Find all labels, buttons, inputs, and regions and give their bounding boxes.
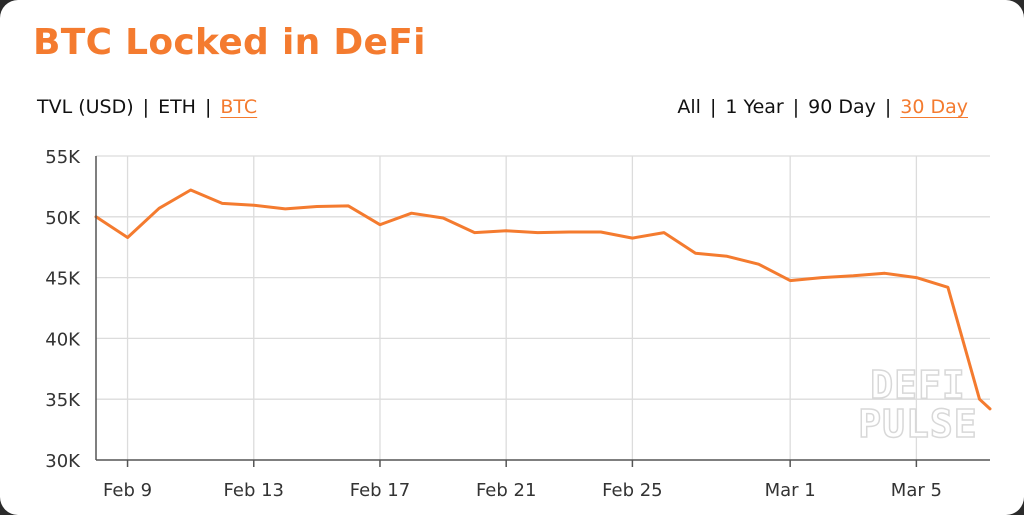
metric-toggle: TVL (USD) | ETH | BTC <box>37 96 257 118</box>
y-tick-label: 45K <box>45 269 81 290</box>
watermark: DEFI PULSE <box>858 362 978 447</box>
page-title: BTC Locked in DeFi <box>33 22 426 63</box>
y-tick-label: 35K <box>45 390 81 411</box>
watermark-line-2: PULSE <box>858 402 977 446</box>
range-toggle: All | 1 Year | 90 Day | 30 Day <box>677 96 968 118</box>
x-tick-label: Feb 17 <box>350 480 411 501</box>
x-tick-label: Feb 21 <box>476 480 537 501</box>
y-tick-label: 55K <box>45 147 81 168</box>
toggle-btc[interactable]: BTC <box>220 96 258 118</box>
x-tick-label: Feb 9 <box>103 480 152 501</box>
y-tick-label: 40K <box>45 329 81 350</box>
watermark-line-1: DEFI <box>870 363 966 407</box>
y-tick-label: 30K <box>45 451 81 472</box>
x-tick-label: Mar 5 <box>891 480 942 501</box>
range-90-day[interactable]: 90 Day <box>808 96 876 118</box>
x-tick-label: Feb 25 <box>602 480 663 501</box>
axis-layer: 30K 35K 40K 45K 50K 55K Feb 9 Feb 13 Feb 17 Feb 2… <box>45 147 990 501</box>
range-30-day[interactable]: 30 Day <box>900 96 968 118</box>
range-all[interactable]: All <box>677 96 701 118</box>
x-tick-label: Feb 13 <box>224 480 285 501</box>
series-layer <box>94 188 992 411</box>
separator: | <box>884 96 892 118</box>
y-tick-label: 50K <box>45 208 81 229</box>
grid-layer <box>96 155 990 460</box>
toggle-tvl-usd[interactable]: TVL (USD) <box>37 96 134 118</box>
series-line <box>94 188 992 411</box>
separator: | <box>709 96 717 118</box>
x-tick-label: Mar 1 <box>765 480 816 501</box>
separator: | <box>204 96 212 118</box>
range-1-year[interactable]: 1 Year <box>725 96 784 118</box>
separator: | <box>142 96 150 118</box>
toggle-eth[interactable]: ETH <box>158 96 196 118</box>
separator: | <box>792 96 800 118</box>
